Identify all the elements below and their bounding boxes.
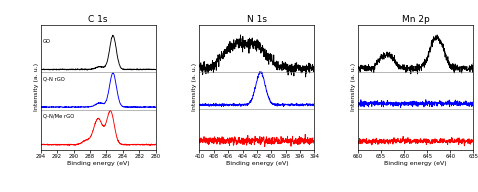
- Y-axis label: Intensity (a. u.): Intensity (a. u.): [351, 63, 356, 111]
- Text: Q-N rGO: Q-N rGO: [43, 76, 65, 81]
- Text: Q-N/Me rGO: Q-N/Me rGO: [43, 114, 75, 119]
- Title: Mn 2p: Mn 2p: [402, 15, 430, 24]
- Title: C 1s: C 1s: [88, 15, 108, 24]
- X-axis label: Binding energy (eV): Binding energy (eV): [67, 161, 130, 166]
- X-axis label: Binding energy (eV): Binding energy (eV): [226, 161, 288, 166]
- X-axis label: Binding energy (eV): Binding energy (eV): [384, 161, 447, 166]
- Text: GO: GO: [43, 39, 51, 44]
- Y-axis label: Intensity (a. u.): Intensity (a. u.): [192, 63, 197, 111]
- Title: N 1s: N 1s: [247, 15, 267, 24]
- Y-axis label: Intensity (a. u.): Intensity (a. u.): [33, 63, 39, 111]
